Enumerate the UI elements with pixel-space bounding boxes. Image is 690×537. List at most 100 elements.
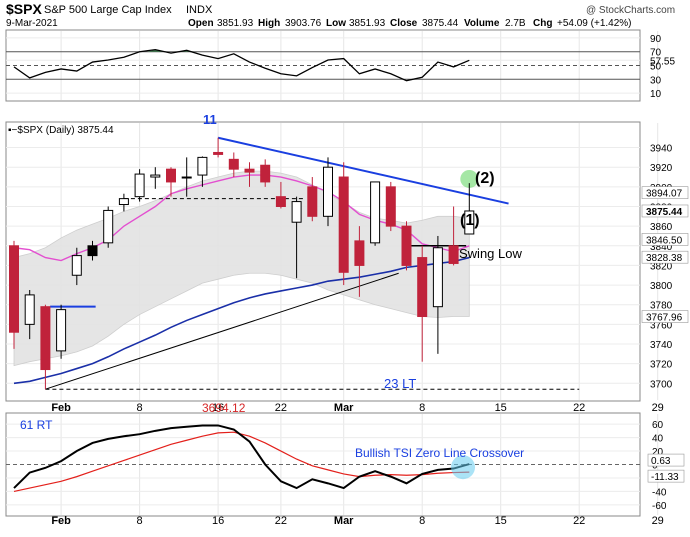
x-tick-label: 8 bbox=[137, 402, 143, 414]
close-label: Close bbox=[390, 18, 418, 29]
candle-body bbox=[197, 156, 208, 176]
tsi-layer bbox=[13, 424, 476, 493]
high-value: 3903.76 bbox=[285, 18, 322, 29]
annotation-61rt: 61 RT bbox=[20, 418, 53, 432]
annotation-23lt: 23 LT bbox=[384, 376, 416, 391]
tsi-tag: 0.63 bbox=[651, 456, 671, 467]
price-tick-label: 3740 bbox=[650, 340, 673, 351]
price-tag-box bbox=[641, 310, 689, 323]
price-tag-box bbox=[641, 204, 689, 218]
x-tick-label-bottom: 15 bbox=[495, 515, 507, 527]
candle-body bbox=[244, 168, 255, 173]
tsi-tag: -11.33 bbox=[651, 472, 679, 483]
price-layer: ▪−$SPX (Daily) 3875.44 bbox=[8, 125, 580, 390]
candle-body bbox=[432, 247, 443, 308]
open-label: Open bbox=[188, 18, 214, 29]
price-panel bbox=[5, 121, 641, 402]
volume-value: 2.7B bbox=[505, 18, 526, 29]
x-tick-label: 16 bbox=[212, 402, 224, 414]
date-label: 9-Mar-2021 bbox=[6, 18, 58, 29]
candle-body bbox=[56, 309, 67, 352]
ohlc-row: Open 3851.93 High 3903.76 Low 3851.93 Cl… bbox=[188, 18, 632, 29]
highlight-circle-green bbox=[460, 169, 479, 188]
candle-body bbox=[307, 186, 318, 217]
candle-body bbox=[213, 151, 224, 155]
candle-body bbox=[417, 257, 428, 318]
x-tick-label-bottom: Mar bbox=[334, 515, 354, 527]
candle-body bbox=[291, 201, 302, 223]
rsi-tick-label: 70 bbox=[650, 48, 662, 59]
candle-body bbox=[87, 245, 98, 257]
price-tag: 3767.96 bbox=[646, 313, 683, 324]
exchange: INDX bbox=[186, 4, 213, 16]
price-tick-label: 3840 bbox=[650, 242, 673, 253]
rsi-line bbox=[13, 48, 470, 82]
rsi-layer bbox=[13, 48, 470, 82]
watermark: @ StockCharts.com bbox=[586, 5, 675, 16]
price-tag-box bbox=[641, 250, 689, 264]
candle-body bbox=[354, 240, 365, 266]
x-tick-label-bottom: 22 bbox=[275, 515, 287, 527]
annotation-11: 11 bbox=[203, 112, 217, 127]
support-trendline bbox=[45, 272, 399, 390]
candle-body bbox=[118, 198, 129, 206]
low-label: Low bbox=[326, 18, 346, 29]
highlight-circle-blue bbox=[451, 455, 476, 480]
tsi-tick-label: 40 bbox=[652, 434, 664, 445]
price-tick-label: 3760 bbox=[650, 320, 673, 331]
price-tag: 3875.44 bbox=[646, 207, 683, 218]
x-tick-label: 29 bbox=[652, 402, 664, 414]
open-value: 3851.93 bbox=[217, 18, 254, 29]
candle-body bbox=[385, 186, 396, 227]
candle-body bbox=[323, 166, 333, 217]
candle-body bbox=[464, 210, 475, 235]
tsi-line bbox=[13, 424, 470, 490]
x-tick-label-bottom: 8 bbox=[137, 515, 143, 527]
price-tag: 3894.07 bbox=[646, 189, 683, 200]
candle-body bbox=[448, 245, 459, 264]
price-tag: 3828.38 bbox=[646, 253, 683, 264]
chg-label: Chg bbox=[533, 18, 552, 29]
price-tick-label: 3800 bbox=[650, 281, 673, 292]
tsi-tag-box bbox=[647, 469, 685, 483]
candle-body bbox=[71, 255, 82, 276]
moving-average-long bbox=[13, 256, 470, 385]
price-tick-label: 3700 bbox=[650, 379, 673, 390]
tsi-tag-box bbox=[647, 453, 685, 467]
candle-body bbox=[401, 225, 412, 266]
tsi-tick-label: -40 bbox=[652, 487, 667, 498]
candle-body bbox=[103, 209, 114, 244]
resistance-trendline bbox=[217, 136, 509, 205]
price-tick-label: 3940 bbox=[650, 144, 673, 155]
candle-body bbox=[260, 164, 271, 183]
candle-body bbox=[370, 181, 381, 244]
price-legend: ▪−$SPX (Daily) 3875.44 bbox=[8, 125, 114, 136]
tsi-signal-line bbox=[13, 431, 470, 493]
annotation-low-value: 3694.12 bbox=[202, 401, 246, 415]
x-tick-label-bottom: 29 bbox=[652, 515, 664, 527]
candle-body bbox=[24, 294, 35, 325]
price-tag-box bbox=[641, 186, 689, 199]
index-name: S&P 500 Large Cap Index bbox=[44, 4, 172, 16]
rsi-tick-label: 10 bbox=[650, 89, 662, 100]
annotation-2: (2) bbox=[475, 170, 495, 187]
candle-body bbox=[166, 168, 176, 183]
high-label: High bbox=[258, 18, 280, 29]
candle-body bbox=[40, 306, 51, 371]
price-tag-box bbox=[641, 233, 689, 246]
annotation-swing-low: Swing Low bbox=[459, 246, 522, 261]
symbol: $SPX bbox=[6, 1, 42, 17]
x-tick-label-bottom: Feb bbox=[51, 515, 71, 527]
annotation-tsi-crossover: Bullish TSI Zero Line Crossover bbox=[355, 446, 524, 460]
x-tick-label: Feb bbox=[51, 402, 71, 414]
candle-body bbox=[181, 176, 192, 179]
price-tick-label: 3920 bbox=[650, 163, 673, 174]
candle-body bbox=[9, 245, 19, 333]
volume-label: Volume bbox=[464, 18, 500, 29]
x-tick-label-bottom: 16 bbox=[212, 515, 224, 527]
x-tick-label-bottom: 8 bbox=[419, 515, 425, 527]
x-tick-label: 15 bbox=[495, 402, 507, 414]
price-tick-label: 3720 bbox=[650, 360, 673, 371]
candle-body bbox=[338, 176, 349, 273]
